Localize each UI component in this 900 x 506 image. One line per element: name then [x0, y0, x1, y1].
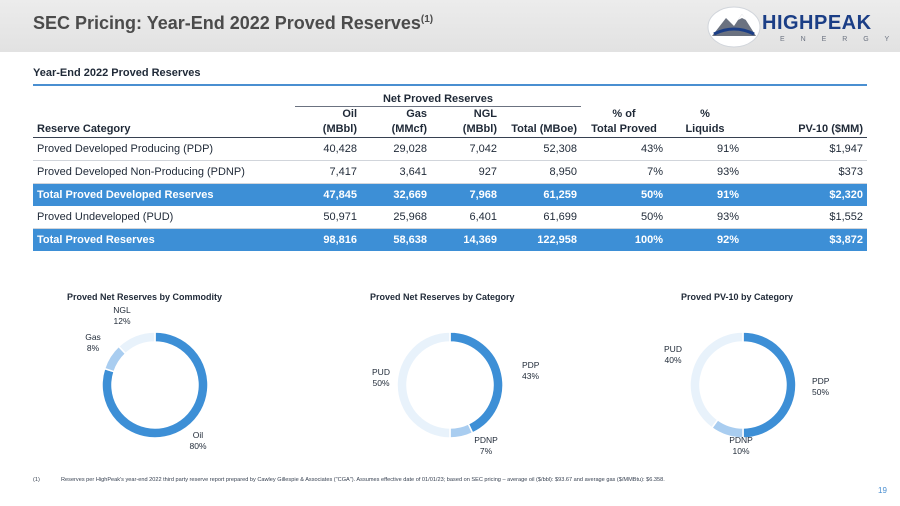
donut-slice-pud: [689, 331, 744, 429]
section-divider: [33, 84, 867, 86]
cell-total: 8,950: [501, 160, 581, 184]
cell-oil: 47,845: [295, 183, 361, 206]
cell-gas: 32,669: [361, 183, 431, 206]
cell-ngl: 6,401: [431, 206, 501, 229]
company-logo: HIGHPEAK E N E R G Y: [706, 4, 892, 50]
slice-value-ngl: 12%: [113, 316, 130, 326]
mountain-logo-icon: [707, 6, 761, 48]
table-row: Proved Developed Producing (PDP) 40,428 29…: [33, 137, 867, 161]
cell-total: 122,958: [501, 228, 581, 251]
cell-pv10: $1,552: [743, 206, 867, 229]
cell-ngl: 927: [431, 160, 501, 184]
slice-value-gas: 8%: [87, 343, 100, 353]
slice-value-pud: 50%: [372, 378, 389, 388]
col-header-pv10: PV-10 ($MM): [743, 121, 867, 138]
cell-pv10: $3,872: [743, 228, 867, 251]
section-title: Year-End 2022 Proved Reserves: [33, 67, 201, 79]
slice-label-pdnp: PDNP: [729, 435, 753, 445]
cell-total: 52,308: [501, 137, 581, 161]
cell-pct-liquids: 93%: [667, 206, 743, 229]
page-number: 19: [878, 486, 887, 495]
cell-category: Proved Developed Producing (PDP): [33, 137, 295, 161]
cell-category: Proved Undeveloped (PUD): [33, 206, 295, 229]
col-header-top-ngl: NGL: [473, 108, 497, 120]
slice-value-pdp: 43%: [522, 371, 539, 381]
logo-wordmark: HIGHPEAK: [762, 12, 872, 34]
col-header-top-gas: Gas: [406, 108, 427, 120]
col-header-pct-total: Total Proved: [581, 121, 667, 138]
slice-value-pdnp: 7%: [480, 446, 493, 456]
logo-subtitle: E N E R G Y: [780, 36, 897, 43]
cell-oil: 7,417: [295, 160, 361, 184]
col-header-ngl: (MBbl): [431, 121, 501, 138]
col-header-total: Total (MBoe): [501, 121, 581, 138]
cell-oil: 98,816: [295, 228, 361, 251]
slice-label-pdp: PDP: [522, 360, 540, 370]
table-row: Proved Undeveloped (PUD) 50,971 25,968 6,40…: [33, 206, 867, 229]
cell-ngl: 7,968: [431, 183, 501, 206]
slice-value-pdp: 50%: [812, 387, 829, 397]
total-row: Total Proved Reserves 98,816 58,638 14,369 1…: [33, 228, 867, 251]
slice-label-pud: PUD: [372, 367, 390, 377]
category-chart-title: Proved Net Reserves by Category: [370, 292, 515, 302]
donut-slice-pdp: [449, 331, 504, 434]
cell-gas: 29,028: [361, 137, 431, 161]
donut-slice-pdnp: [449, 422, 474, 439]
cell-ngl: 7,042: [431, 137, 501, 161]
cell-pct-liquids: 93%: [667, 160, 743, 184]
cell-pct-liquids: 92%: [667, 228, 743, 251]
cell-category: Proved Developed Non-Producing (PDNP): [33, 160, 295, 184]
col-header-pct-liquids: Liquids: [667, 121, 743, 138]
donut-slice-pdp: [742, 331, 797, 439]
col-header-top-pct-total: % of: [612, 107, 636, 120]
col-header-oil: (MBbl): [295, 121, 361, 138]
cell-pct-total: 7%: [581, 160, 667, 184]
page-title: SEC Pricing: Year-End 2022 Proved Reserv…: [33, 13, 434, 33]
pv10-chart-title: Proved PV-10 by Category: [681, 292, 794, 302]
cell-category: Total Proved Developed Reserves: [33, 183, 295, 206]
cell-category: Total Proved Reserves: [33, 228, 295, 251]
slice-label-gas: Gas: [85, 332, 101, 342]
cell-oil: 50,971: [295, 206, 361, 229]
slice-value-pud: 40%: [664, 355, 681, 365]
cell-total: 61,699: [501, 206, 581, 229]
col-header-top-pct-liquids: %: [700, 107, 710, 120]
total-row: Total Proved Developed Reserves 47,845 32,…: [33, 183, 867, 206]
slice-label-oil: Oil: [193, 430, 204, 440]
cell-pv10: $373: [743, 160, 867, 184]
cell-pct-total: 100%: [581, 228, 667, 251]
donut-slice-ngl: [117, 331, 156, 355]
slice-label-ngl: NGL: [113, 305, 131, 315]
table-row: Proved Developed Non-Producing (PDNP) 7,4…: [33, 160, 867, 184]
cell-pct-total: 50%: [581, 206, 667, 229]
footnote: (1) Reserves per HighPeak's year-end 2022…: [33, 477, 665, 483]
cell-gas: 25,968: [361, 206, 431, 229]
slice-value-oil: 80%: [189, 441, 206, 451]
slice-value-pdnp: 10%: [732, 446, 749, 456]
net-proved-reserves-header: Net Proved Reserves: [295, 92, 581, 107]
cell-gas: 58,638: [361, 228, 431, 251]
cell-pct-total: 50%: [581, 183, 667, 206]
reserves-table: Net Proved Reserves Oil Gas NGL % of% Reser…: [33, 92, 867, 251]
slice-label-pud: PUD: [664, 344, 682, 354]
col-header-top-oil: Oil: [342, 108, 357, 120]
slice-label-pdnp: PDNP: [474, 435, 498, 445]
cell-pct-liquids: 91%: [667, 137, 743, 161]
commodity-chart-title: Proved Net Reserves by Commodity: [67, 292, 223, 302]
cell-ngl: 14,369: [431, 228, 501, 251]
cell-gas: 3,641: [361, 160, 431, 184]
cell-total: 61,259: [501, 183, 581, 206]
cell-pv10: $2,320: [743, 183, 867, 206]
cell-pct-liquids: 91%: [667, 183, 743, 206]
cell-pct-total: 43%: [581, 137, 667, 161]
slice-label-pdp: PDP: [812, 376, 830, 386]
col-header-gas: (MMcf): [361, 121, 431, 138]
cell-pv10: $1,947: [743, 137, 867, 161]
col-header-category: Reserve Category: [33, 121, 295, 138]
donut-slice-pud: [396, 331, 451, 439]
cell-oil: 40,428: [295, 137, 361, 161]
